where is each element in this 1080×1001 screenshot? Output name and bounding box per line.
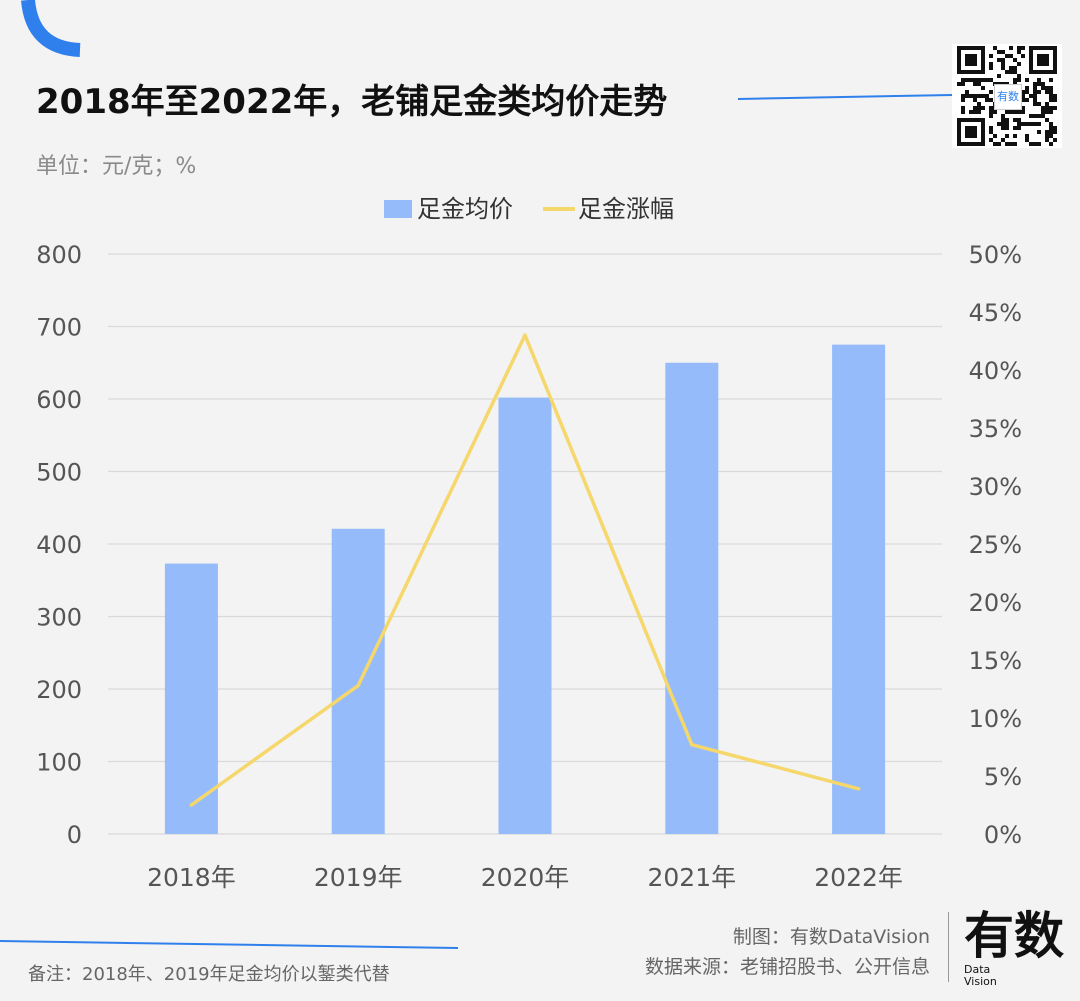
y-right-tick-label: 10% <box>969 705 1022 733</box>
y-right-tick-label: 40% <box>969 357 1022 385</box>
bar <box>331 528 385 834</box>
y-right-tick-label: 45% <box>969 299 1022 327</box>
x-tick-label: 2022年 <box>814 863 903 892</box>
legend-label-line: 足金涨幅 <box>578 195 674 223</box>
credit-source: 数据来源：老铺招股书、公开信息 <box>644 956 930 978</box>
y-right-tick-label: 30% <box>969 473 1022 501</box>
bar <box>164 563 218 834</box>
line-point <box>523 333 527 338</box>
chart-title: 2018年至2022年，老铺足金类均价走势 <box>36 82 668 122</box>
bar <box>665 362 719 834</box>
logo-subtext: Data Vision <box>964 964 997 988</box>
y-axis-right: 0% 5% 10% 15% 20% 25% 30% 35% 40% 45% 50% <box>969 241 1022 849</box>
unit-label: 单位：元/克；% <box>36 154 197 179</box>
bar <box>498 397 552 834</box>
line-point <box>189 803 194 807</box>
y-left-tick-label: 200 <box>36 676 82 704</box>
credit-divider <box>948 912 949 982</box>
x-axis: 2018年 2019年 2020年 2021年 2022年 <box>147 863 903 892</box>
y-right-tick-label: 15% <box>969 647 1022 675</box>
qr-code-graphic <box>952 44 1062 148</box>
line-point <box>690 742 694 747</box>
bar-series <box>164 344 886 834</box>
y-right-tick-label: 35% <box>969 415 1022 443</box>
x-tick-label: 2021年 <box>647 863 736 892</box>
logo-text: 有数 <box>964 907 1064 965</box>
y-left-tick-label: 500 <box>36 459 82 487</box>
x-tick-label: 2020年 <box>481 863 570 892</box>
qr-center-label: 有数 <box>994 84 1022 110</box>
x-tick-label: 2019年 <box>314 863 403 892</box>
y-left-tick-label: 400 <box>36 531 82 559</box>
x-tick-label: 2018年 <box>147 863 236 892</box>
footnote: 备注：2018年、2019年足金均价以錾类代替 <box>28 964 390 985</box>
y-axis-left: 0 100 200 300 400 500 600 700 800 <box>36 241 82 849</box>
title-accent-line <box>737 94 953 100</box>
y-right-tick-label: 50% <box>969 241 1022 269</box>
credit-made-by: 制图：有数DataVision <box>732 926 930 948</box>
y-right-tick-label: 20% <box>969 589 1022 617</box>
logo-subtext-line2: Vision <box>964 975 997 988</box>
y-right-tick-label: 0% <box>984 821 1022 849</box>
accent-arc-decoration <box>21 0 81 57</box>
y-left-tick-label: 100 <box>36 749 82 777</box>
logo-subtext-line1: Data <box>964 963 991 976</box>
y-left-tick-label: 0 <box>67 821 82 849</box>
y-right-tick-label: 5% <box>984 763 1022 791</box>
line-series <box>189 333 861 807</box>
y-left-tick-label: 800 <box>36 241 82 269</box>
legend: 足金均价 足金涨幅 <box>384 195 674 223</box>
y-left-tick-label: 600 <box>36 386 82 414</box>
y-left-tick-label: 300 <box>36 604 82 632</box>
qr-code: 有数 <box>952 44 1062 148</box>
legend-swatch-bar <box>384 200 412 218</box>
y-right-tick-label: 25% <box>969 531 1022 559</box>
line-point <box>856 786 861 791</box>
brand-logo: 有数 Data Vision <box>962 906 1064 996</box>
bar <box>832 344 886 834</box>
line-point <box>356 683 361 688</box>
legend-label-bar: 足金均价 <box>417 195 513 223</box>
combo-chart: 0 100 200 300 400 500 600 700 800 0% 5% 10% 15% 20% 2… <box>36 195 1022 892</box>
footer-accent-line <box>0 940 459 949</box>
y-left-tick-label: 700 <box>36 314 82 342</box>
